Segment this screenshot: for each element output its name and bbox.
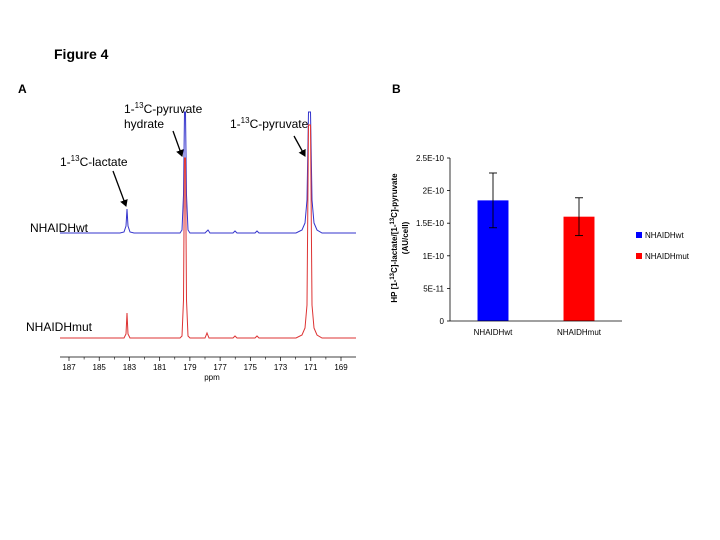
ppm-tick-label: 179 — [183, 363, 197, 372]
bar-chart: HP [1-13C]-lactate/[1-13C]-pyruvate (AU/… — [390, 154, 622, 337]
annotation-lactate: 1-13C-lactate — [60, 154, 128, 169]
legend-swatch-wt — [636, 232, 642, 238]
y-axis-label-line2: (AU/cell) — [401, 221, 410, 254]
annotation-pyruvate-hydrate-line2: hydrate — [124, 117, 164, 131]
ppm-axis-ticks: 187 185 183 181 179 177 175 173 171 169 — [62, 357, 348, 372]
ppm-tick-label: 185 — [93, 363, 107, 372]
y-tick-label: 5E-11 — [423, 284, 444, 293]
panel-a-label: A — [18, 82, 27, 96]
legend-label-mut: NHAIDHmut — [645, 252, 690, 261]
trace-label-wt: NHAIDHwt — [30, 221, 89, 235]
ppm-tick-label: 173 — [274, 363, 288, 372]
spectrum-panel: 1-13C-lactate 1-13C-pyruvate hydrate 1-1… — [26, 101, 356, 382]
spectrum-trace-wt — [60, 111, 356, 234]
legend-label-wt: NHAIDHwt — [645, 231, 684, 240]
figure-title: Figure 4 — [54, 46, 109, 62]
y-tick-label: 1.5E-10 — [416, 219, 445, 228]
ppm-tick-label: 181 — [153, 363, 167, 372]
ppm-tick-label: 183 — [123, 363, 137, 372]
x-tick-label: NHAIDHwt — [474, 328, 513, 337]
y-tick-label: 2E-10 — [423, 187, 445, 196]
ppm-tick-label: 169 — [334, 363, 348, 372]
panel-b-label: B — [392, 82, 401, 96]
legend-swatch-mut — [636, 253, 642, 259]
y-axis-label-line1: HP [1-13C]-lactate/[1-13C]-pyruvate — [390, 173, 399, 303]
ppm-tick-label: 175 — [244, 363, 258, 372]
spectrum-trace-mut — [60, 124, 356, 339]
annotation-pyruvate: 1-13C-pyruvate — [230, 116, 309, 131]
legend: NHAIDHwt NHAIDHmut — [636, 231, 690, 261]
y-tick-label: 1E-10 — [423, 252, 445, 261]
x-tick-label: NHAIDHmut — [557, 328, 602, 337]
y-tick-label: 2.5E-10 — [416, 154, 445, 163]
ppm-tick-label: 187 — [62, 363, 76, 372]
trace-label-mut: NHAIDHmut — [26, 320, 93, 334]
arrow-pyruvate-hydrate — [172, 130, 184, 157]
ppm-axis-label: ppm — [204, 373, 220, 382]
arrow-lactate — [112, 170, 128, 207]
ppm-tick-label: 171 — [304, 363, 318, 372]
arrow-pyruvate — [293, 135, 306, 157]
annotation-pyruvate-hydrate: 1-13C-pyruvate — [124, 101, 203, 116]
ppm-tick-label: 177 — [213, 363, 227, 372]
y-tick-label: 0 — [440, 317, 445, 326]
